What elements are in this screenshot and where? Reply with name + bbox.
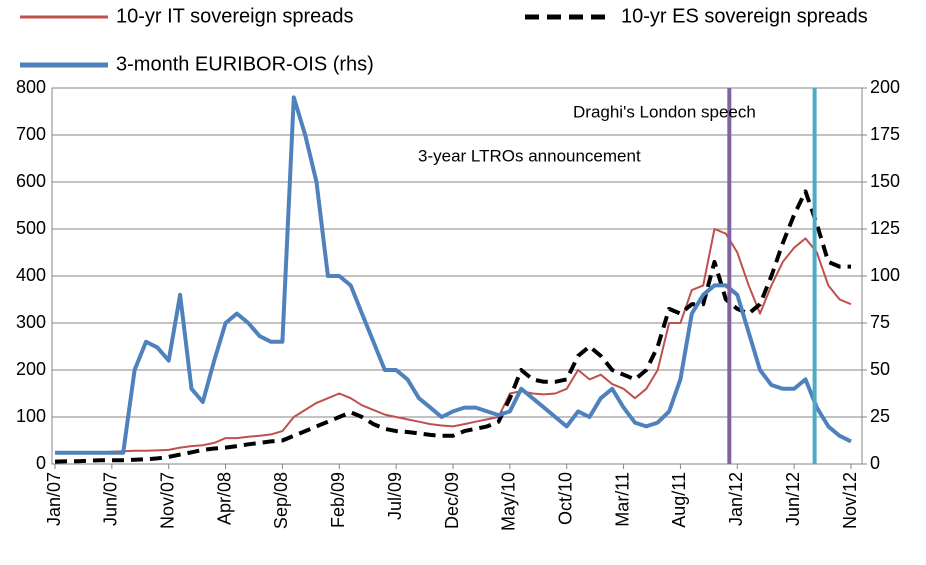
x-tick-label: Jul/09 [385,472,405,520]
y-tick-label: 500 [16,218,46,238]
x-tick-label: Jun/12 [783,472,803,526]
x-tick-label: Nov/07 [157,472,177,529]
y2-tick-label: 50 [870,359,890,379]
y2-tick-label: 150 [870,171,900,191]
y2-tick-label: 175 [870,124,900,144]
y-tick-label: 600 [16,171,46,191]
series-line [55,95,852,455]
x-tick-label: Nov/12 [840,472,860,529]
legend-label: 10-yr IT sovereign spreads [116,5,354,27]
y2-tick-label: 25 [870,406,890,426]
y-tick-label: 400 [16,265,46,285]
x-tick-label: Jan/07 [44,472,64,526]
x-tick-label: Mar/11 [612,472,632,527]
y2-tick-label: 125 [870,218,900,238]
y-tick-label: 0 [36,453,46,473]
legend-label: 3-month EURIBOR-OIS (rhs) [116,53,374,75]
x-tick-label: Jan/12 [726,472,746,526]
annotation-label: 3-year LTROs announcement [418,146,641,165]
y2-tick-label: 100 [870,265,900,285]
series-line [55,228,852,454]
y2-tick-label: 75 [870,312,890,332]
x-tick-label: Jun/07 [101,472,121,526]
x-tick-label: Sep/08 [271,472,291,529]
x-tick-label: Oct/10 [555,472,575,525]
y-tick-label: 700 [16,124,46,144]
y-tick-label: 800 [16,77,46,97]
x-tick-label: Aug/11 [669,472,689,528]
y2-tick-label: 0 [870,453,880,473]
x-tick-label: Feb/09 [328,472,348,528]
y-tick-label: 200 [16,359,46,379]
legend-label: 10-yr ES sovereign spreads [621,5,868,27]
x-tick-label: Dec/09 [442,472,462,529]
x-tick-label: Apr/08 [214,472,234,525]
y-tick-label: 100 [16,406,46,426]
x-tick-label: May/10 [499,472,519,531]
y2-tick-label: 200 [870,77,900,97]
series-line [54,189,851,464]
y-tick-label: 300 [16,312,46,332]
annotation-label: Draghi's London speech [573,102,756,121]
